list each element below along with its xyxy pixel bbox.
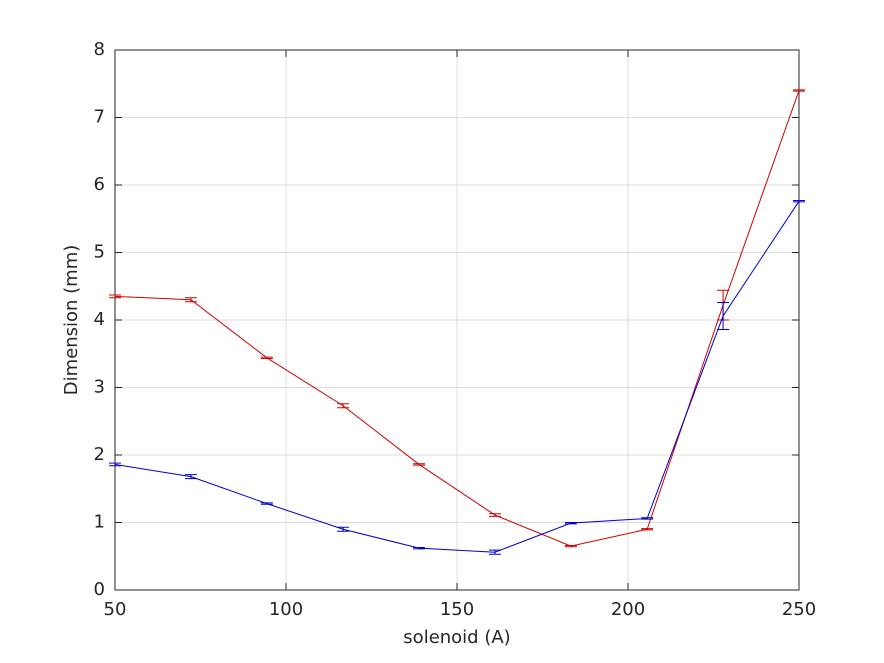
plot-box xyxy=(114,49,800,591)
error-bar xyxy=(564,544,577,548)
error-bar xyxy=(109,294,121,299)
y-tick-label: 2 xyxy=(94,444,105,465)
error-bar xyxy=(260,502,273,505)
error-bar xyxy=(337,526,350,532)
error-bar xyxy=(564,522,577,525)
error-bar xyxy=(793,200,805,203)
x-tick-label: 250 xyxy=(782,599,816,620)
error-bar xyxy=(793,89,805,92)
y-tick-label: 6 xyxy=(94,174,105,195)
error-bar xyxy=(260,356,273,359)
y-tick-label: 8 xyxy=(94,39,105,60)
y-tick-label: 1 xyxy=(94,512,105,533)
error-bar xyxy=(184,297,197,303)
x-tick-label: 150 xyxy=(440,599,474,620)
error-bar xyxy=(184,474,197,480)
error-bar xyxy=(488,549,501,555)
error-bar xyxy=(413,463,426,466)
error-bar xyxy=(413,546,426,550)
y-tick-label: 7 xyxy=(94,107,105,128)
error-bar xyxy=(641,528,654,531)
line xyxy=(114,200,800,553)
error-bar xyxy=(717,301,730,330)
x-tick-label: 50 xyxy=(104,599,127,620)
error-bar xyxy=(488,513,501,517)
error-bar xyxy=(109,462,121,467)
y-tick-label: 4 xyxy=(94,309,105,330)
error-bar xyxy=(641,517,654,520)
y-tick-label: 0 xyxy=(94,579,105,600)
x-tick-label: 200 xyxy=(611,599,645,620)
y-axis-label: Dimension (mm) xyxy=(61,245,82,396)
x-axis-label: solenoid (A) xyxy=(403,627,510,648)
y-tick-label: 3 xyxy=(94,377,105,398)
x-tick-label: 100 xyxy=(269,599,303,620)
error-bar xyxy=(337,403,350,409)
y-tick-label: 5 xyxy=(94,242,105,263)
